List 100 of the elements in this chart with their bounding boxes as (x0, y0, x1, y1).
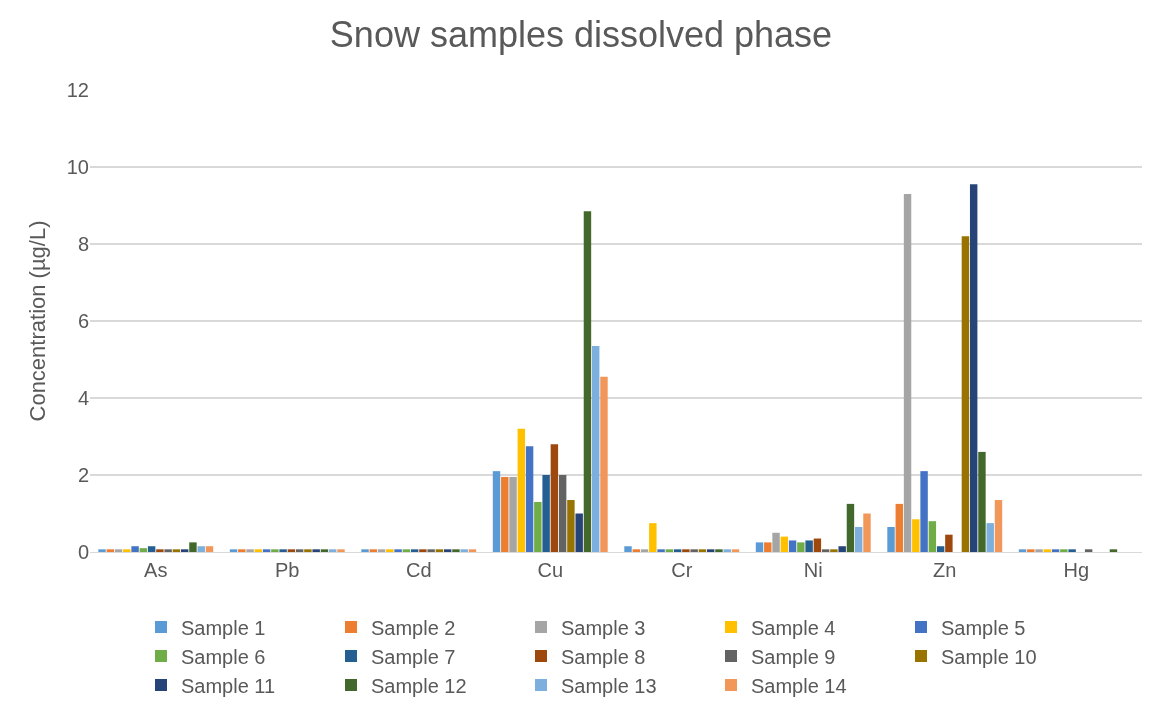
bar (189, 542, 197, 552)
bar (583, 211, 592, 552)
bar (895, 503, 904, 552)
legend-label: Sample 11 (181, 674, 276, 697)
bar (764, 542, 772, 552)
bar (640, 549, 649, 552)
x-tick-label: Zn (933, 559, 957, 581)
legend-label: Sample 3 (561, 616, 646, 639)
chart-title: Snow samples dissolved phase (329, 13, 833, 55)
bar (838, 546, 846, 552)
bar (517, 428, 526, 552)
bar (254, 549, 263, 552)
legend-label: Sample 5 (941, 616, 1026, 639)
y-tick-label: 6 (77, 310, 89, 332)
bar (402, 549, 411, 552)
bar (525, 446, 534, 552)
bar (550, 444, 559, 552)
bar (460, 549, 468, 552)
bar (797, 542, 805, 552)
bar (1084, 549, 1093, 552)
bar (723, 549, 731, 552)
bar (369, 549, 378, 552)
bar (312, 549, 320, 552)
bar (1018, 549, 1027, 552)
bar (887, 526, 895, 552)
bar (600, 376, 608, 552)
bar (509, 476, 517, 552)
bar (435, 549, 444, 552)
bar (180, 549, 189, 552)
bar (147, 546, 156, 552)
bar (821, 549, 830, 552)
legend-label: Sample 7 (371, 645, 456, 668)
bar (805, 540, 813, 552)
bar (172, 549, 181, 552)
bar (419, 549, 427, 552)
bar (698, 549, 707, 552)
bar (665, 549, 674, 552)
bar (715, 549, 723, 552)
x-tick-label: Ni (803, 559, 823, 581)
bar (139, 548, 148, 552)
bar (846, 503, 855, 552)
bar (690, 549, 698, 552)
bar (156, 549, 164, 552)
bar (706, 549, 715, 552)
bar (427, 549, 435, 552)
bar (271, 549, 279, 552)
x-tick-label: As (144, 559, 168, 581)
bar (936, 546, 945, 552)
bar (114, 549, 123, 552)
bar (649, 523, 657, 552)
bar (854, 526, 863, 552)
bar (98, 549, 106, 552)
bar (328, 549, 337, 552)
legend-label: Sample 8 (561, 645, 646, 668)
bar (394, 549, 402, 552)
x-tick-label: Pb (275, 559, 300, 581)
bar (961, 236, 970, 552)
legend-label: Sample 1 (181, 616, 266, 639)
bar (575, 513, 583, 552)
bar (813, 538, 822, 552)
y-tick-label: 12 (66, 79, 89, 101)
bar (501, 476, 509, 552)
bar (928, 521, 937, 552)
bar (304, 549, 312, 552)
bar (558, 475, 567, 552)
bar (969, 184, 978, 552)
bar (410, 549, 419, 552)
legend-label: Sample 12 (371, 674, 467, 697)
bar (361, 549, 369, 552)
y-tick-label: 10 (66, 156, 89, 178)
bar (731, 549, 740, 552)
bar (386, 549, 394, 552)
bar (788, 540, 797, 552)
x-tick-label: Cd (405, 559, 432, 581)
y-tick-label: 8 (77, 233, 89, 255)
x-tick-label: Hg (1063, 559, 1090, 581)
bar (337, 549, 345, 552)
bar (262, 549, 271, 552)
bar (131, 546, 139, 552)
bar (632, 549, 641, 552)
bar (106, 549, 115, 552)
bar (295, 549, 304, 552)
y-tick-label: 0 (77, 541, 89, 563)
legend-label: Sample 14 (751, 674, 847, 697)
bar (657, 549, 665, 552)
legend-label: Sample 13 (561, 674, 657, 697)
bar (123, 549, 131, 552)
bar (1035, 549, 1043, 552)
legend-label: Sample 4 (751, 616, 836, 639)
bar (978, 451, 986, 552)
bar (986, 523, 994, 552)
bar (567, 500, 575, 552)
bar (534, 501, 542, 552)
bar (1027, 549, 1035, 552)
y-tick-label: 4 (77, 387, 89, 409)
bar (780, 536, 789, 552)
bar (279, 549, 287, 552)
bar (238, 549, 246, 552)
bar (1060, 549, 1068, 552)
legend-label: Sample 6 (181, 645, 266, 668)
